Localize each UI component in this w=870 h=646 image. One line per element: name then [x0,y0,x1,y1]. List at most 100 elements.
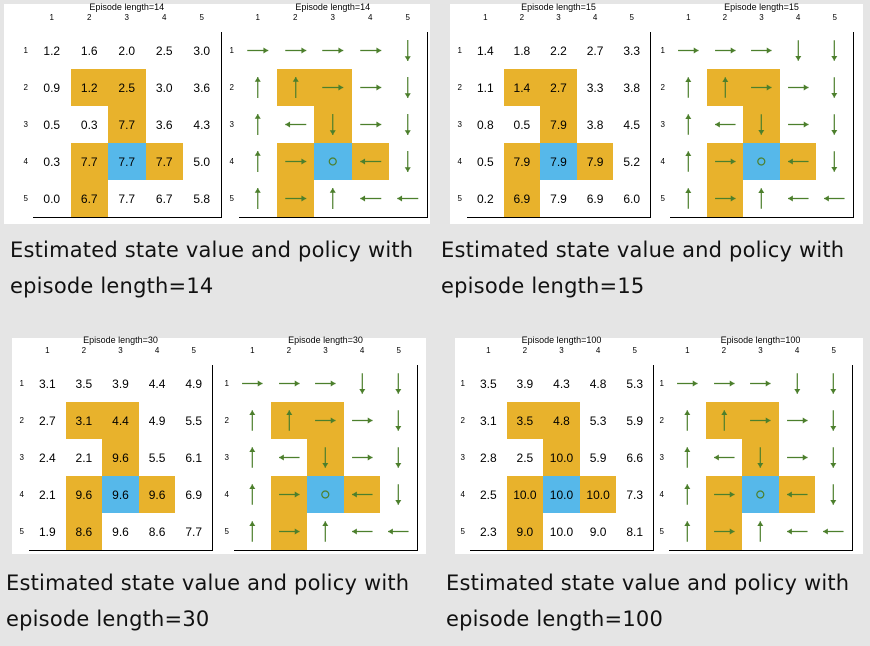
value-cell: 3.8 [613,69,651,107]
value-cell: 1.8 [503,32,542,70]
policy-arrow-left-icon [343,513,382,551]
row-number: 5 [19,526,24,536]
row-number: 1 [660,45,665,55]
value-cell: 0.3 [33,143,72,181]
row-number: 5 [659,526,664,536]
policy-arrow-up-icon [670,143,708,181]
policy-arrow-up-icon [234,513,272,551]
row-number: 1 [659,378,664,388]
policy-arrow-down-icon [815,402,853,440]
row-number: 4 [23,156,28,166]
policy-arrow-down-icon [380,476,418,514]
value-cell: 2.5 [506,439,545,477]
value-cell: 0.3 [70,106,109,144]
value-cell: 0.8 [467,106,505,144]
value-cell: 5.0 [183,143,222,181]
value-cell: 2.4 [29,439,67,477]
policy-arrow-left-icon [706,106,745,144]
policy-arrow-down-icon [380,439,418,477]
column-number: 1 [686,13,691,22]
row-number: 3 [457,119,462,129]
value-cell: 3.9 [506,365,545,403]
value-cell: 3.5 [65,365,104,403]
value-cell: 5.3 [616,365,654,403]
policy-arrow-up-icon [239,180,278,218]
value-cell: 9.6 [138,476,177,514]
column-number: 1 [483,13,488,22]
row-number: 2 [23,82,28,92]
value-cell: 1.6 [70,32,109,70]
value-cell: 2.7 [540,69,578,107]
policy-arrow-stay-icon [742,476,780,514]
column-number: 4 [154,346,160,355]
policy-arrow-right-icon [742,365,780,403]
policy-arrow-up-icon [742,513,780,551]
value-cell: 7.7 [108,143,147,181]
value-cell: 0.5 [503,106,542,144]
policy-grid-title: Episode length=30 [288,335,363,345]
column-number: 5 [191,346,196,355]
column-number: 5 [405,13,410,22]
row-number: 2 [229,82,234,92]
policy-arrow-right-icon [351,106,390,144]
policy-grid-title: Episode length=100 [720,335,801,345]
value-cell: 5.9 [579,439,618,477]
policy-arrow-right-icon [270,476,309,514]
value-cell: 4.8 [579,365,618,403]
policy-arrow-right-icon [778,439,817,477]
value-cell: 7.3 [616,476,654,514]
value-grid: 1.2 1.6 2.0 2.5 3.0 0.9 1.2 2.5 3.0 3.6 0.5 0.3 7.7 3… [33,32,222,218]
row-number: 5 [660,193,665,203]
policy-arrow-right-icon [307,365,345,403]
value-cell: 3.1 [65,402,104,440]
value-cell: 4.4 [102,402,140,440]
policy-arrow-right-icon [234,365,272,403]
value-cell: 9.6 [102,439,140,477]
column-number: 3 [118,346,123,355]
row-number: 1 [229,45,234,55]
row-number: 1 [457,45,462,55]
row-number: 3 [23,119,28,129]
value-cell: 4.9 [175,365,213,403]
policy-arrow-left-icon [779,180,818,218]
value-cell: 1.2 [70,69,109,107]
row-number: 3 [19,452,24,462]
policy-arrow-right-icon [351,32,390,70]
column-number: 4 [595,346,601,355]
policy-arrow-right-icon [307,402,345,440]
policy-arrow-down-icon [816,143,854,181]
value-cell: 0.5 [33,106,72,144]
value-cell: 5.3 [579,402,618,440]
row-number: 1 [224,378,229,388]
caption-line: episode length=100 [446,607,664,631]
value-cell: 2.7 [29,402,67,440]
value-cell: 6.9 [576,180,615,218]
column-number: 5 [396,346,401,355]
policy-grid [234,365,418,551]
row-number: 5 [457,193,462,203]
policy-arrow-right-icon [705,365,744,403]
policy-arrow-left-icon [351,143,390,181]
row-number: 4 [229,156,234,166]
value-cell: 3.1 [470,402,508,440]
policy-arrow-right-icon [670,32,708,70]
row-number: 2 [457,82,462,92]
column-number: 2 [87,13,92,22]
row-number: 2 [660,82,665,92]
value-cell: 0.9 [33,69,72,107]
policy-arrow-left-icon [816,180,854,218]
value-cell: 6.0 [613,180,651,218]
policy-arrow-up-icon [670,69,708,107]
row-number: 4 [460,489,465,499]
column-number: 4 [592,13,598,22]
column-number: 3 [758,346,763,355]
value-cell: 0.5 [467,143,505,181]
value-cell: 6.1 [175,439,213,477]
column-number: 1 [45,346,50,355]
value-cell: 10.0 [543,439,581,477]
value-cell: 4.4 [138,365,177,403]
policy-arrow-stay-icon [743,143,781,181]
value-cell: 9.0 [506,513,545,551]
column-number: 4 [794,346,800,355]
value-grid-title: Episode length=15 [521,2,596,12]
